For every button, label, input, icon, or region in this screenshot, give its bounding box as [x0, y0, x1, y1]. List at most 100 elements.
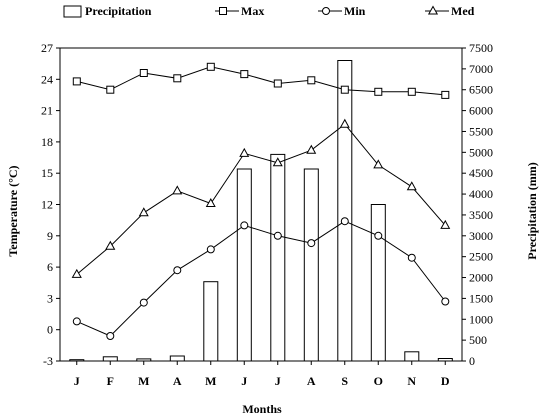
precipitation-bar — [102, 356, 118, 362]
right-tick-label: 1500 — [469, 291, 493, 305]
right-tick-label: 6500 — [469, 83, 493, 97]
right-tick-label: 7000 — [469, 62, 493, 76]
series-point-min — [340, 217, 349, 226]
series-point-min — [273, 231, 282, 240]
precipitation-bar — [370, 204, 386, 362]
legend-item-max: Max — [215, 4, 264, 18]
right-tick-label: 3500 — [469, 208, 493, 222]
right-tick-label: 0 — [469, 354, 475, 368]
precipitation-bar — [303, 168, 319, 362]
series-point-med — [172, 185, 183, 195]
x-tick-label: A — [173, 374, 182, 388]
precipitation-bar — [404, 351, 420, 362]
series-point-min — [307, 239, 316, 248]
series-point-med — [339, 118, 350, 128]
left-tick-label: -3 — [43, 354, 53, 368]
right-tick-label: 5000 — [469, 145, 493, 159]
legend-swatch-bar — [63, 5, 82, 18]
x-tick-label: A — [307, 374, 316, 388]
precipitation-bar — [270, 153, 286, 362]
x-tick-label: M — [138, 374, 149, 388]
legend-item-min: Min — [318, 4, 366, 18]
left-tick-label: 18 — [41, 135, 53, 149]
precipitation-bar — [69, 359, 85, 362]
legend-label: Min — [344, 4, 366, 18]
series-point-max — [441, 90, 450, 99]
legend-item-precipitation: Precipitation — [63, 4, 152, 18]
right-axis-title: Precipitation (mm) — [525, 162, 539, 259]
left-tick-label: 21 — [41, 104, 53, 118]
series-point-max — [273, 79, 282, 88]
legend-item-med: Med — [425, 4, 475, 18]
series-point-min — [106, 332, 115, 340]
series-point-min — [240, 221, 249, 230]
left-tick-label: 0 — [47, 323, 53, 337]
legend-swatch-marker — [219, 7, 227, 15]
series-point-med — [406, 181, 417, 191]
right-tick-label: 4500 — [469, 166, 493, 180]
precipitation-bar — [337, 60, 353, 362]
right-tick-label: 2500 — [469, 250, 493, 264]
series-point-min — [206, 245, 215, 254]
series-point-med — [272, 157, 283, 167]
left-axis: -3 0 3 6 9 12 15 18 21 24 27 — [41, 41, 60, 368]
left-tick-label: 3 — [47, 291, 53, 305]
series-point-med — [239, 147, 250, 157]
legend-label: Med — [451, 4, 475, 18]
series-point-max — [106, 85, 115, 94]
left-tick-label: 9 — [47, 229, 53, 243]
right-axis: 0 500 1000 1500 2000 2500 3000 3500 4000 4500 5000… — [462, 41, 493, 368]
series-point-min — [173, 266, 182, 275]
x-tick-label: J — [241, 374, 247, 388]
right-tick-label: 1000 — [469, 312, 493, 326]
legend-swatch-marker — [322, 7, 330, 15]
x-tick-label: N — [407, 374, 416, 388]
left-tick-label: 24 — [41, 72, 53, 86]
series-point-med — [440, 219, 451, 229]
right-tick-label: 4000 — [469, 187, 493, 201]
series-point-med — [105, 240, 116, 250]
right-tick-label: 6000 — [469, 104, 493, 118]
right-tick-label: 3000 — [469, 229, 493, 243]
x-axis-title: Months — [242, 402, 282, 416]
right-tick-label: 2000 — [469, 271, 493, 285]
series-point-min — [441, 297, 450, 306]
series-point-max — [240, 70, 249, 79]
series-point-max — [374, 87, 383, 96]
series-point-med — [71, 268, 82, 278]
series-point-max — [173, 74, 182, 83]
x-tick-label: M — [205, 374, 216, 388]
series-point-med — [306, 144, 317, 154]
temperature-lines — [76, 66, 446, 337]
precipitation-bar — [437, 358, 453, 362]
left-tick-label: 6 — [47, 260, 53, 274]
series-point-max — [407, 87, 416, 96]
x-tick-label: F — [107, 374, 114, 388]
legend-label: Max — [241, 4, 264, 18]
series-point-max — [307, 76, 316, 85]
left-tick-label: 27 — [41, 41, 53, 55]
series-point-max — [206, 62, 215, 71]
x-tick-label: S — [341, 374, 348, 388]
legend: Precipitation Max Min Med — [63, 4, 475, 18]
x-tick-label: J — [74, 374, 80, 388]
right-tick-label: 5500 — [469, 124, 493, 138]
right-tick-label: 500 — [469, 333, 487, 347]
temperature-markers — [71, 62, 451, 340]
x-tick-label: J — [275, 374, 281, 388]
series-point-min — [72, 317, 81, 326]
precipitation-bar — [203, 281, 219, 362]
series-point-max — [340, 85, 349, 94]
series-point-max — [72, 77, 81, 86]
precipitation-bar — [136, 358, 152, 362]
series-point-med — [138, 207, 149, 217]
series-line-min — [76, 220, 446, 337]
series-line-max — [76, 66, 446, 96]
precipitation-bar — [236, 168, 252, 362]
series-point-med — [373, 159, 384, 169]
series-line-med — [76, 123, 446, 275]
series-point-min — [407, 253, 416, 262]
x-tick-label: O — [374, 374, 383, 388]
